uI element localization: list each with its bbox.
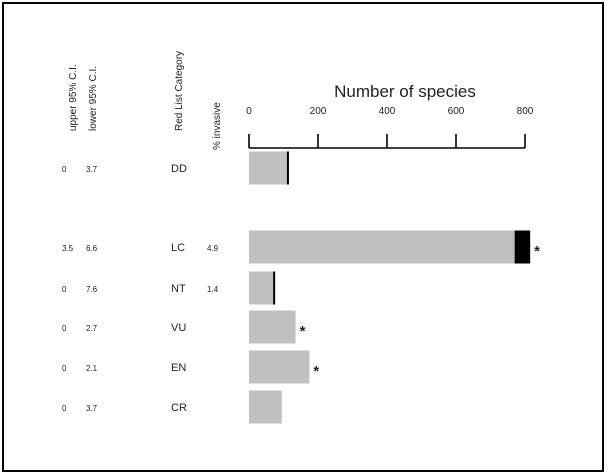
x-tick-label: 600 [448, 106, 465, 117]
species-bar-chart: Number of species 0 200 400 600 800 upper 95% … [62, 51, 540, 424]
lower-ci-value: 3.7 [86, 404, 98, 413]
bar-total [249, 271, 274, 305]
significance-marker: * [313, 363, 319, 380]
bar-invasive-segment [286, 151, 289, 185]
invasive-pct-value: 4.9 [207, 244, 219, 253]
x-tick-label: 0 [246, 106, 252, 117]
upper-ci-value: 0 [62, 285, 67, 294]
bar-invasive-segment [273, 271, 276, 305]
bar-total [249, 230, 515, 264]
invasive-pct-value: 1.4 [207, 285, 219, 294]
upper-ci-value: 0 [62, 364, 67, 373]
lower-ci-value: 7.6 [86, 285, 98, 294]
column-header-invasive: % invasive [212, 102, 223, 150]
significance-marker: * [300, 323, 306, 340]
x-tick-label: 400 [379, 106, 396, 117]
x-tick-label: 800 [517, 106, 534, 117]
column-header-lower-ci: lower 95% C.I. [88, 66, 99, 131]
bar-total [249, 390, 282, 424]
chart-title: Number of species [334, 82, 476, 101]
category-label: LC [171, 242, 185, 254]
upper-ci-value: 0 [62, 324, 67, 333]
upper-ci-value: 0 [62, 404, 67, 413]
bar-total [249, 151, 287, 185]
upper-ci-value: 3.5 [62, 244, 74, 253]
significance-marker: * [534, 243, 540, 260]
column-header-upper-ci: upper 95% C.I. [68, 64, 79, 131]
category-label: NT [171, 283, 186, 295]
bar-total [249, 310, 296, 344]
lower-ci-value: 2.1 [86, 364, 98, 373]
bar-invasive-segment [514, 230, 531, 264]
x-tick-label: 200 [310, 106, 327, 117]
category-label: CR [171, 402, 187, 414]
lower-ci-value: 6.6 [86, 244, 98, 253]
upper-ci-value: 0 [62, 165, 67, 174]
category-label: VU [171, 322, 186, 334]
lower-ci-value: 2.7 [86, 324, 98, 333]
bar-total [249, 350, 310, 384]
category-label: EN [171, 362, 186, 374]
figure-frame: Number of species 0 200 400 600 800 upper 95% … [2, 2, 604, 472]
column-header-category: Red List Category [174, 51, 185, 131]
lower-ci-value: 3.7 [86, 165, 98, 174]
category-label: DD [171, 163, 187, 175]
